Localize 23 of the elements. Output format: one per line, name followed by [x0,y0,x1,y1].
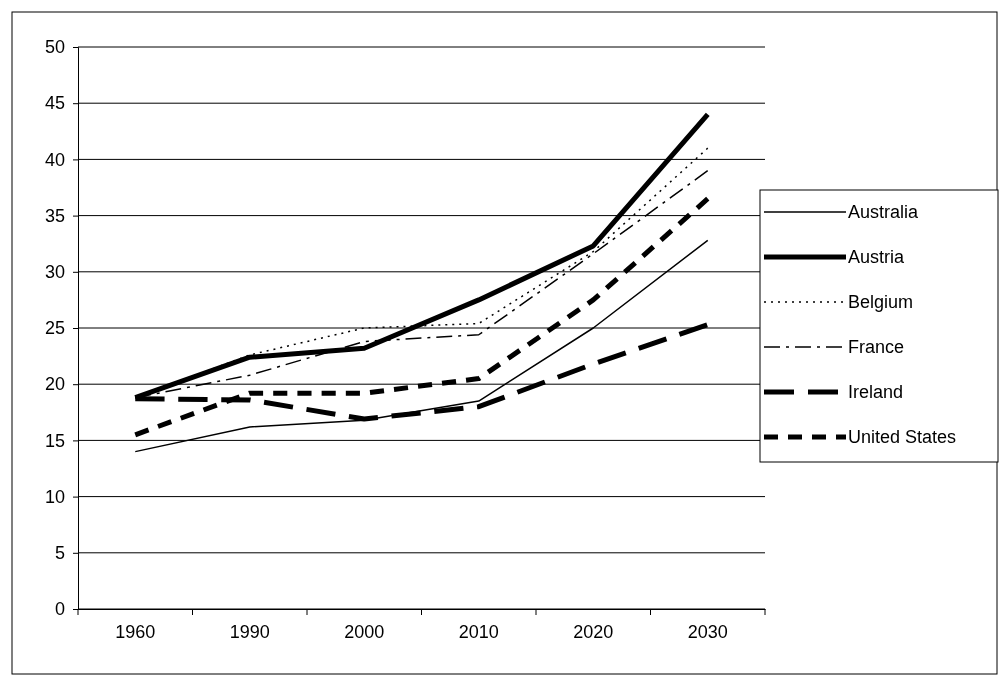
legend-label: France [848,337,905,357]
y-tick-label: 40 [44,149,65,170]
y-tick-label: 45 [44,93,65,114]
y-tick-label: 25 [44,318,65,339]
y-tick-label: 30 [44,262,65,283]
y-tick-label: 5 [54,543,65,564]
x-tick-label: 1990 [229,621,270,642]
x-tick-label: 2000 [344,621,385,642]
x-tick-label: 2010 [458,621,499,642]
x-tick-label: 2020 [573,621,614,642]
y-tick-label: 10 [44,486,65,507]
y-tick-label: 15 [44,430,65,451]
y-tick-label: 20 [44,374,65,395]
y-tick-label: 50 [44,37,65,58]
x-tick-label: 1960 [115,621,156,642]
legend-label: Belgium [848,292,914,312]
y-tick-label: 0 [54,599,65,620]
x-tick-label: 2030 [687,621,728,642]
legend-label: Australia [848,202,920,222]
legend-label: Austria [848,247,906,267]
legend-label: Ireland [848,382,904,402]
legend-label: United States [848,427,957,447]
y-tick-label: 35 [44,205,65,226]
